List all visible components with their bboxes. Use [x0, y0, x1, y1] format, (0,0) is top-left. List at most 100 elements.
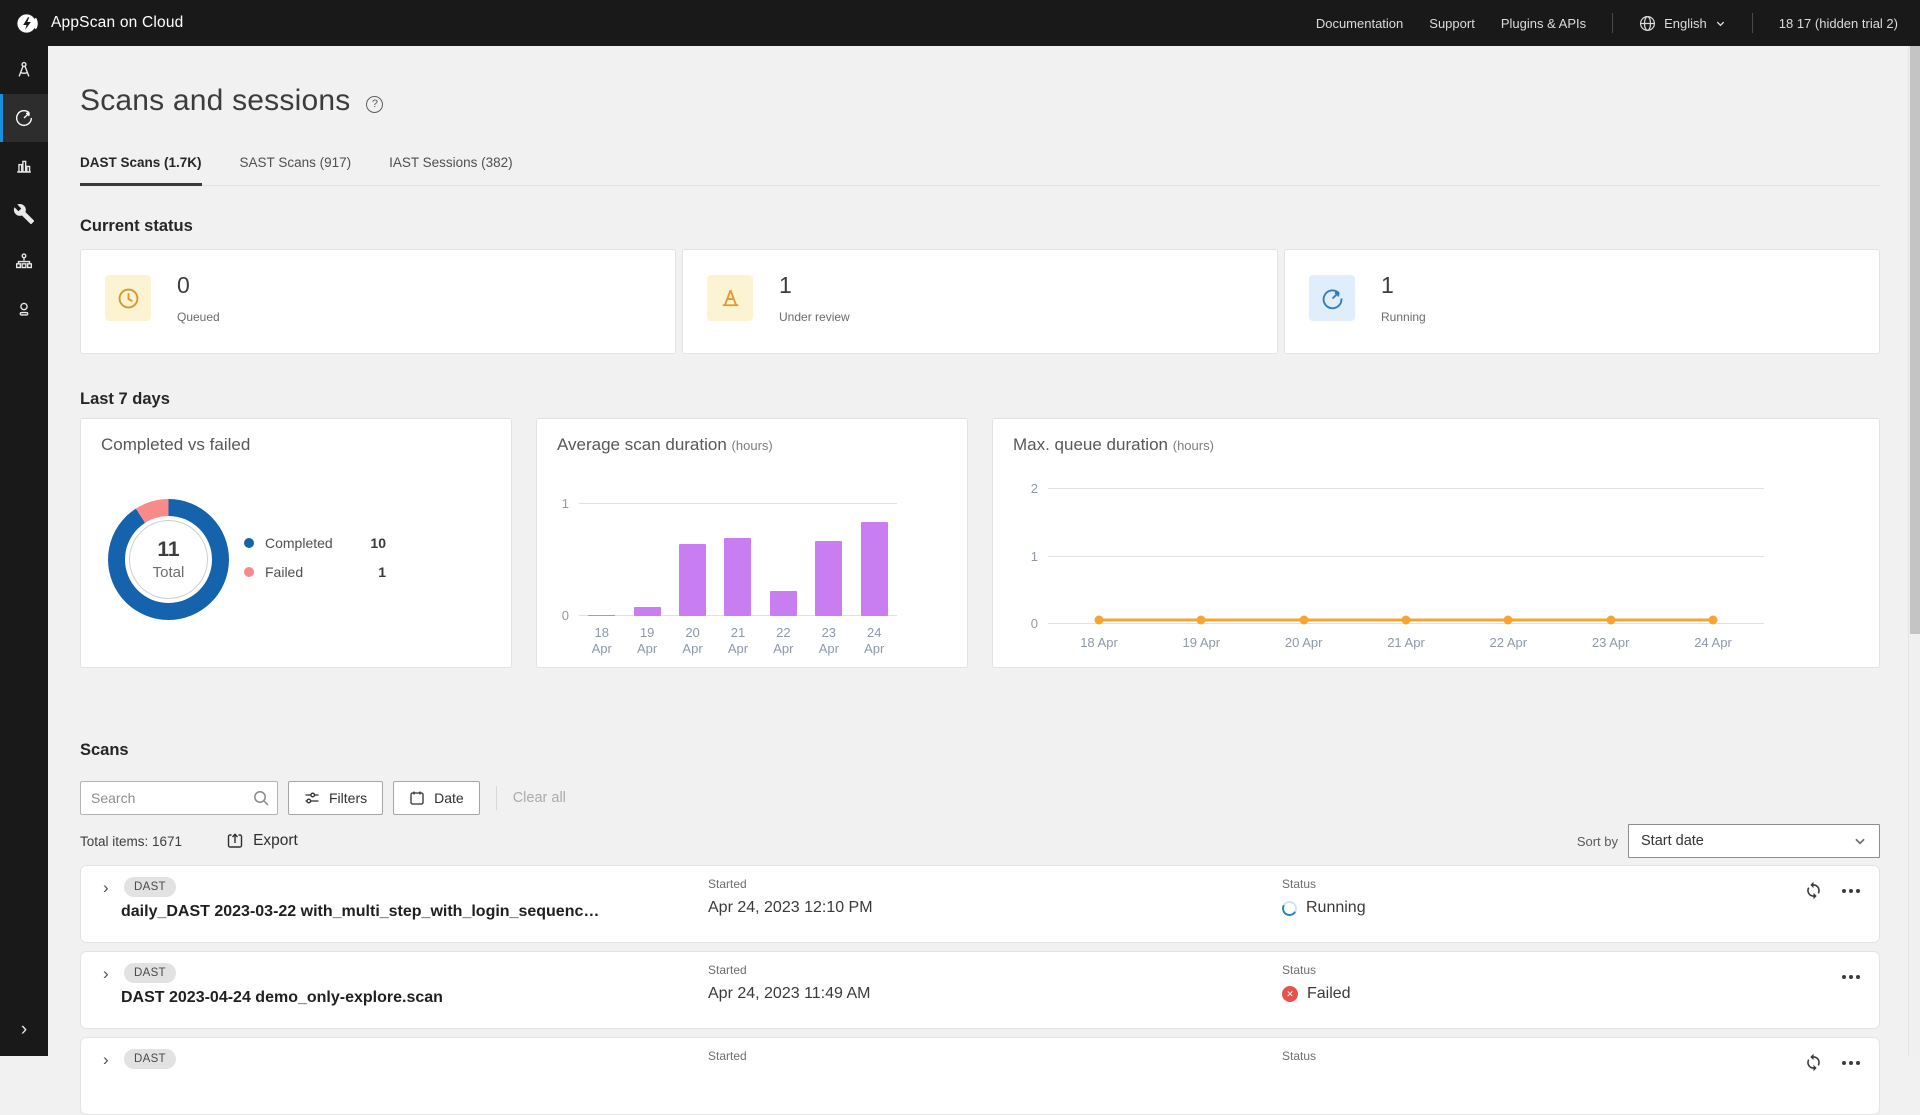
line-chart-unit: (hours) [1172, 438, 1214, 453]
user-icon [19, 302, 29, 316]
globe-icon [1640, 15, 1656, 31]
scan-row: › DAST Started Status [80, 1037, 1880, 1115]
sidebar-item-applications[interactable] [0, 46, 48, 94]
expand-chevron-icon[interactable]: › [103, 878, 109, 897]
sort-select[interactable]: Start date [1628, 824, 1880, 858]
line-plot: 0 1 2 18 Apr 19 Apr 20 Apr 21 Apr 22 Apr 23 Apr 2… [1031, 482, 1764, 650]
donut-ring: 11 Total [108, 499, 229, 620]
data-point [1094, 615, 1104, 625]
search-input[interactable] [80, 781, 278, 815]
expand-chevron-icon[interactable]: › [103, 1050, 109, 1069]
divider [1612, 13, 1614, 33]
language-menu[interactable]: English [1639, 15, 1726, 32]
export-button[interactable]: Export [226, 832, 298, 850]
donut-chart-title: Completed vs failed [101, 435, 251, 454]
brand-name: AppScan on Cloud [51, 14, 184, 31]
filters-button[interactable]: Filters [288, 781, 384, 815]
started-label: Started [708, 877, 747, 891]
nav-plugins-apis[interactable]: Plugins & APIs [1500, 15, 1587, 31]
refresh-icon[interactable] [1804, 881, 1823, 900]
expand-chevron-icon[interactable]: › [103, 964, 109, 983]
tab-dast-scans[interactable]: DAST Scans (1.7K) [80, 154, 202, 186]
nav-support[interactable]: Support [1429, 15, 1475, 31]
scan-type-badge: DAST [124, 877, 176, 897]
scan-name[interactable]: daily_DAST 2023-03-22 with_multi_step_wi… [121, 903, 600, 920]
account-menu[interactable]: 18 17 (hidden trial 2) [1778, 15, 1898, 31]
queued-label: Queued [177, 310, 220, 324]
scans-controls: Filters Date Clear all [80, 781, 1880, 815]
bar [679, 544, 707, 616]
running-label: Running [1381, 310, 1426, 324]
org-chart-icon [15, 253, 33, 269]
status-card-under-review: 1 Under review [682, 249, 1278, 354]
kebab-menu-icon[interactable] [1841, 885, 1861, 897]
donut-total-label: Total [152, 564, 185, 581]
scan-list: › DAST daily_DAST 2023-03-22 with_multi_… [80, 865, 1880, 1115]
search-icon [254, 791, 269, 806]
nav-documentation[interactable]: Documentation [1315, 15, 1404, 31]
status-running-icon [1280, 898, 1299, 918]
chevron-down-icon [1716, 21, 1724, 26]
topbar: AppScan on Cloud Documentation Support P… [0, 0, 1920, 46]
vertical-scrollbar[interactable] [1908, 46, 1920, 1056]
data-point [1196, 615, 1206, 625]
bar [860, 521, 888, 616]
sidebar: › [0, 46, 48, 1056]
page-title: Scans and sessions [80, 84, 351, 117]
bar [769, 591, 797, 616]
sidebar-item-dashboards[interactable] [0, 142, 48, 190]
scan-name[interactable]: DAST 2023-04-24 demo_only-explore.scan [121, 989, 443, 1006]
kebab-menu-icon[interactable] [1841, 1057, 1861, 1069]
kebab-menu-icon[interactable] [1841, 971, 1861, 983]
data-point [1503, 615, 1513, 625]
status-failed-icon [1282, 986, 1298, 1002]
bar [633, 607, 661, 616]
scans-heading: Scans [80, 741, 129, 759]
sidebar-item-tools[interactable] [0, 190, 48, 238]
gauge-icon [16, 110, 33, 127]
donut-center: 11 Total [129, 520, 208, 599]
appscan-logo-icon [17, 13, 38, 33]
main-content: Scans and sessions ? DAST Scans (1.7K) S… [48, 46, 1920, 1115]
donut-legend: Completed 10 Failed 1 [244, 535, 386, 580]
sidebar-item-scans[interactable] [0, 94, 48, 142]
donut-total: 11 [157, 538, 180, 561]
legend-item-failed: Failed 1 [244, 564, 386, 580]
calendar-icon [410, 791, 424, 805]
tab-sast-scans[interactable]: SAST Scans (917) [239, 155, 352, 170]
started-value: Apr 24, 2023 11:49 AM [708, 985, 871, 1002]
data-point [1299, 615, 1309, 625]
scan-type-badge: DAST [124, 1049, 176, 1069]
traffic-cone-icon [707, 275, 753, 321]
sidebar-item-profile[interactable] [0, 286, 48, 334]
total-items: Total items: 1671 [80, 833, 183, 849]
started-label: Started [708, 1049, 747, 1063]
last7days-heading: Last 7 days [80, 390, 170, 408]
export-icon [227, 833, 243, 848]
clear-all-link[interactable]: Clear all [512, 790, 566, 806]
sidebar-expand-button[interactable]: › [20, 1019, 28, 1040]
bar [588, 614, 616, 616]
bar [815, 540, 843, 616]
wrench-icon [13, 204, 35, 225]
tab-iast-sessions[interactable]: IAST Sessions (382) [389, 155, 513, 170]
sidebar-item-organization[interactable] [0, 238, 48, 286]
started-label: Started [708, 963, 747, 977]
avg-scan-duration-card: Average scan duration (hours) 0 1 18 Apr 19 A… [536, 418, 968, 668]
sort-by-label: Sort by [1576, 833, 1618, 849]
scrollbar-thumb[interactable] [1910, 46, 1920, 634]
legend-item-completed: Completed 10 [244, 535, 386, 551]
chevron-down-icon [1855, 838, 1865, 845]
status-value: Running [1306, 899, 1366, 916]
bar-plot: 0 1 18 Apr 19 Apr 20 Apr 21 Apr 22 Apr 23 Apr 24 Apr [562, 497, 897, 656]
bar-chart-icon [17, 160, 31, 173]
date-button[interactable]: Date [393, 781, 480, 815]
under-review-count: 1 [779, 272, 792, 298]
started-value: Apr 24, 2023 12:10 PM [708, 899, 873, 916]
bar-chart-unit: (hours) [731, 438, 773, 453]
divider [1751, 13, 1753, 33]
help-icon[interactable]: ? [366, 95, 384, 113]
bar-chart-title: Average scan duration [557, 435, 727, 454]
completed-vs-failed-card: Completed vs failed 11 Total Completed 1… [80, 418, 512, 668]
gauge-icon [1309, 275, 1355, 321]
